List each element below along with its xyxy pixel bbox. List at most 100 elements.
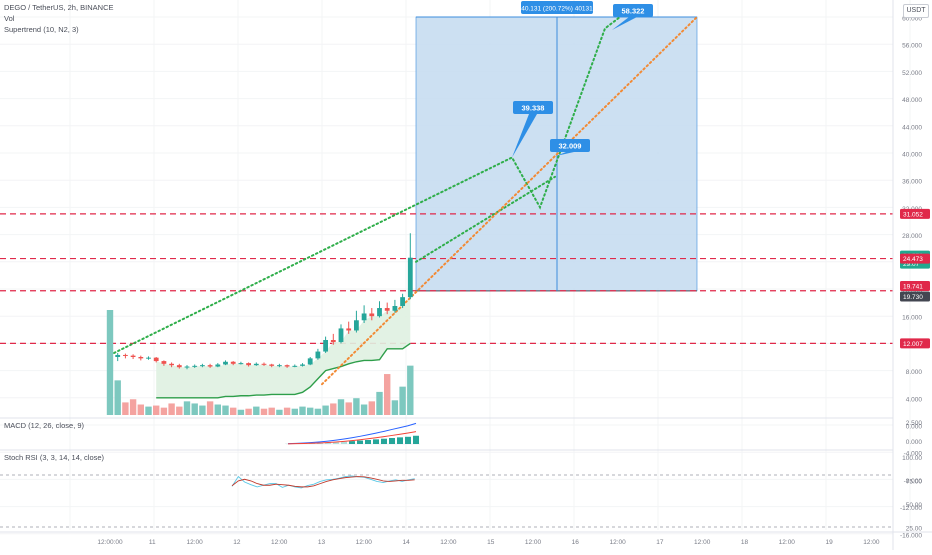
candle-body[interactable]	[369, 313, 374, 316]
volume-bar	[307, 408, 313, 415]
time-axis-tick: 12:00	[271, 539, 288, 546]
price-scale-tick: 36.000	[902, 179, 922, 186]
macd-scale-tick: 2.500	[906, 420, 923, 427]
volume-bar	[353, 398, 359, 415]
volume-bar	[238, 410, 244, 415]
macd-histogram-bar	[373, 439, 379, 444]
callout-label: 58.322	[622, 7, 645, 16]
volume-bar	[192, 403, 198, 415]
candle-body[interactable]	[123, 355, 128, 356]
macd-histogram-bar	[413, 436, 419, 444]
candle-body[interactable]	[377, 308, 382, 316]
time-axis-tick: 11	[149, 539, 156, 546]
price-scale-tick: 4.000	[906, 396, 923, 403]
price-tag[interactable]: 19.741	[900, 281, 930, 291]
volume-bar	[346, 402, 352, 415]
candle-body[interactable]	[323, 340, 328, 352]
stoch-scale-tick: 25.00	[906, 526, 923, 533]
candle-body[interactable]	[169, 364, 174, 365]
time-axis-tick: 12:00	[779, 539, 796, 546]
callout-label: 39.338	[522, 104, 545, 113]
volume-bar	[407, 366, 413, 415]
candle-body[interactable]	[354, 320, 359, 330]
candle-body[interactable]	[346, 328, 351, 330]
volume-bar	[122, 402, 128, 415]
macd-indicator-label[interactable]: MACD (12, 26, close, 9)	[4, 421, 84, 430]
time-axis-tick: 12:00	[609, 539, 626, 546]
supertrend-indicator-label[interactable]: Supertrend (10, N2, 3)	[4, 25, 79, 34]
candle-body[interactable]	[223, 362, 228, 365]
time-axis-tick: 12:00	[694, 539, 711, 546]
candle-body[interactable]	[339, 328, 344, 342]
candle-body[interactable]	[331, 340, 336, 342]
candle-body[interactable]	[385, 308, 390, 311]
price-scale-tick: 56.000	[902, 43, 922, 50]
candle-body[interactable]	[154, 358, 159, 361]
time-axis-tick: 17	[656, 539, 664, 546]
volume-bar	[107, 310, 113, 415]
currency-badge[interactable]: USDT	[903, 4, 929, 18]
time-axis-tick: 12:00:00	[97, 539, 123, 546]
candle-body[interactable]	[292, 366, 297, 367]
candle-body[interactable]	[192, 366, 197, 367]
candle-body[interactable]	[162, 361, 167, 364]
volume-bar	[222, 406, 228, 415]
candle-body[interactable]	[138, 357, 143, 358]
time-axis-tick: 12:00	[440, 539, 457, 546]
candle-body[interactable]	[185, 367, 190, 368]
time-axis-tick: 14	[402, 539, 410, 546]
candle-body[interactable]	[146, 358, 151, 359]
candle-body[interactable]	[262, 364, 267, 365]
stoch-rsi-indicator-label[interactable]: Stoch RSI (3, 3, 14, 14, close)	[4, 453, 104, 462]
macd-histogram-bar	[405, 437, 411, 444]
candle-body[interactable]	[269, 364, 274, 365]
candle-body[interactable]	[115, 355, 120, 357]
volume-bar	[184, 401, 190, 415]
time-axis-tick: 18	[741, 539, 749, 546]
callout-label: 32.009	[559, 142, 582, 151]
volume-bar	[145, 407, 151, 415]
volume-bar	[299, 407, 305, 415]
macd-histogram-bar	[349, 441, 355, 444]
candle-body[interactable]	[215, 364, 220, 366]
candle-body[interactable]	[246, 363, 251, 365]
volume-bar	[138, 405, 144, 416]
price-tag[interactable]: 19.730	[900, 291, 930, 301]
price-scale-bg	[893, 0, 932, 550]
candle-body[interactable]	[254, 364, 259, 365]
price-tag[interactable]: 24.473	[900, 254, 930, 264]
volume-indicator-label[interactable]: Vol	[4, 14, 14, 23]
candle-body[interactable]	[362, 313, 367, 320]
volume-bar	[330, 403, 336, 415]
price-tag[interactable]: 12.007	[900, 338, 930, 348]
volume-bar	[261, 409, 267, 415]
volume-bar	[115, 380, 121, 415]
candle-body[interactable]	[131, 356, 136, 357]
candle-body[interactable]	[200, 365, 205, 366]
candle-body[interactable]	[300, 364, 305, 365]
candle-body[interactable]	[208, 365, 213, 366]
candle-body[interactable]	[177, 365, 182, 367]
candle-body[interactable]	[239, 363, 244, 364]
candle-body[interactable]	[277, 365, 282, 366]
candle-body[interactable]	[285, 365, 290, 366]
candle-body[interactable]	[231, 362, 236, 364]
candle-body[interactable]	[400, 297, 405, 306]
price-tag-label: 19.741	[903, 283, 923, 290]
volume-bar	[322, 406, 328, 415]
candle-body[interactable]	[316, 352, 321, 359]
volume-bar	[284, 408, 290, 415]
volume-bar	[399, 387, 405, 415]
volume-bar	[338, 399, 344, 415]
price-tag-label: 31.052	[903, 211, 923, 218]
price-scale-tick: 52.000	[902, 70, 922, 77]
price-tag[interactable]: 31.052	[900, 209, 930, 219]
candle-body[interactable]	[393, 306, 398, 311]
stoch-scale-tick: 75.00	[906, 479, 923, 486]
candle-body[interactable]	[408, 258, 413, 297]
candle-body[interactable]	[308, 358, 313, 364]
macd-histogram-bar	[357, 441, 363, 444]
symbol-title[interactable]: DEGO / TetherUS, 2h, BINANCE	[4, 3, 113, 12]
